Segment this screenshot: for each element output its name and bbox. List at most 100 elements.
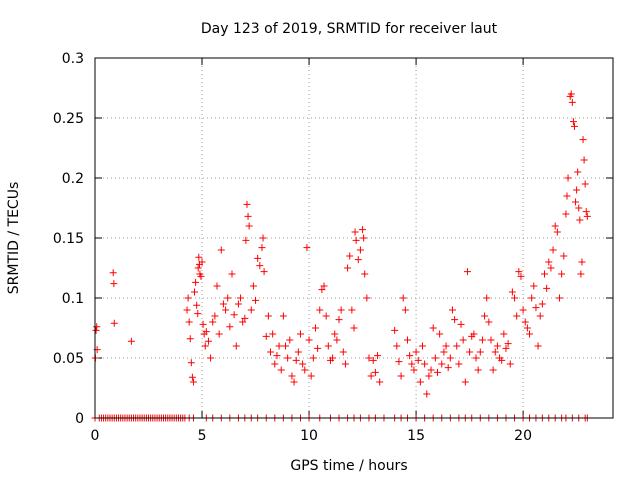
data-point (393, 342, 401, 350)
data-point (427, 366, 435, 374)
data-point (267, 348, 275, 356)
data-point (451, 316, 459, 324)
data-point (508, 288, 516, 296)
data-point (335, 316, 343, 324)
data-point (110, 319, 118, 327)
data-point (348, 306, 356, 314)
data-point (574, 168, 582, 176)
data-point (534, 342, 542, 350)
data-point (277, 366, 285, 374)
data-point (245, 222, 253, 230)
data-point (583, 212, 591, 220)
data-point (273, 352, 281, 360)
data-point (224, 294, 232, 302)
data-point (530, 282, 538, 290)
data-point (226, 323, 234, 331)
data-point (376, 378, 384, 386)
data-point (421, 360, 429, 368)
data-point (504, 340, 512, 348)
data-point (457, 320, 465, 328)
data-point (560, 252, 568, 260)
data-point (442, 342, 450, 350)
data-point (436, 330, 444, 338)
data-point (109, 269, 117, 277)
data-point (194, 264, 202, 272)
y-tick-label: 0.15 (53, 231, 84, 247)
data-point (333, 336, 341, 344)
data-point (351, 228, 359, 236)
data-point (195, 253, 203, 261)
axis-ticks: 0 0.05 0.1 0.15 0.2 0.25 0.3 0 5 10 15 20 (53, 51, 613, 444)
data-point (406, 352, 414, 360)
data-point (346, 252, 354, 260)
data-point (463, 268, 471, 276)
data-point (438, 360, 446, 368)
data-point (461, 378, 469, 386)
data-point (271, 360, 279, 368)
data-points (91, 90, 591, 422)
data-point (410, 366, 418, 374)
data-point (322, 312, 330, 320)
data-point (564, 174, 572, 182)
data-point (294, 348, 302, 356)
data-point (579, 136, 587, 144)
data-point (337, 306, 345, 314)
data-point (222, 306, 230, 314)
data-point (551, 222, 559, 230)
data-point (307, 372, 315, 380)
data-point (191, 288, 199, 296)
data-point (547, 264, 555, 272)
data-point (186, 335, 194, 343)
data-point (311, 324, 319, 332)
data-point (511, 294, 519, 302)
data-point (491, 348, 499, 356)
data-point (344, 264, 352, 272)
data-point (187, 359, 195, 367)
data-point (466, 348, 474, 356)
data-point (127, 337, 135, 345)
data-point (331, 330, 339, 338)
data-point (296, 330, 304, 338)
data-point (500, 330, 508, 338)
data-point (489, 366, 497, 374)
data-point (324, 342, 332, 350)
data-point (262, 332, 270, 340)
data-point (207, 354, 215, 362)
data-point (472, 354, 480, 362)
data-point (476, 348, 484, 356)
x-axis-label: GPS time / hours (290, 458, 407, 474)
data-point (352, 236, 360, 244)
data-point (309, 354, 317, 362)
data-point (549, 246, 557, 254)
y-tick-label: 0.05 (53, 351, 84, 367)
data-point (183, 306, 191, 314)
y-tick-label: 0 (75, 411, 84, 427)
data-point (521, 318, 529, 326)
data-point (517, 272, 525, 280)
data-point (399, 294, 407, 302)
data-point (423, 390, 431, 398)
y-tick-label: 0.1 (62, 291, 84, 307)
data-point (329, 354, 337, 362)
y-tick-label: 0.3 (62, 51, 84, 67)
data-point (189, 378, 197, 386)
data-point (260, 268, 268, 276)
data-point (211, 312, 219, 320)
data-point (110, 280, 118, 288)
data-point (470, 330, 478, 338)
data-point (282, 342, 290, 350)
data-point (474, 366, 482, 374)
data-point (412, 348, 420, 356)
chart-title: Day 123 of 2019, SRMTID for receiver lau… (201, 21, 498, 37)
x-tick-label: 5 (198, 428, 207, 444)
data-point (572, 198, 580, 206)
data-point (193, 301, 201, 309)
data-point (192, 278, 200, 286)
data-point (184, 294, 192, 302)
data-point (301, 366, 309, 374)
data-point (481, 312, 489, 320)
data-point (237, 294, 245, 302)
data-point (213, 282, 221, 290)
data-point (365, 354, 373, 362)
